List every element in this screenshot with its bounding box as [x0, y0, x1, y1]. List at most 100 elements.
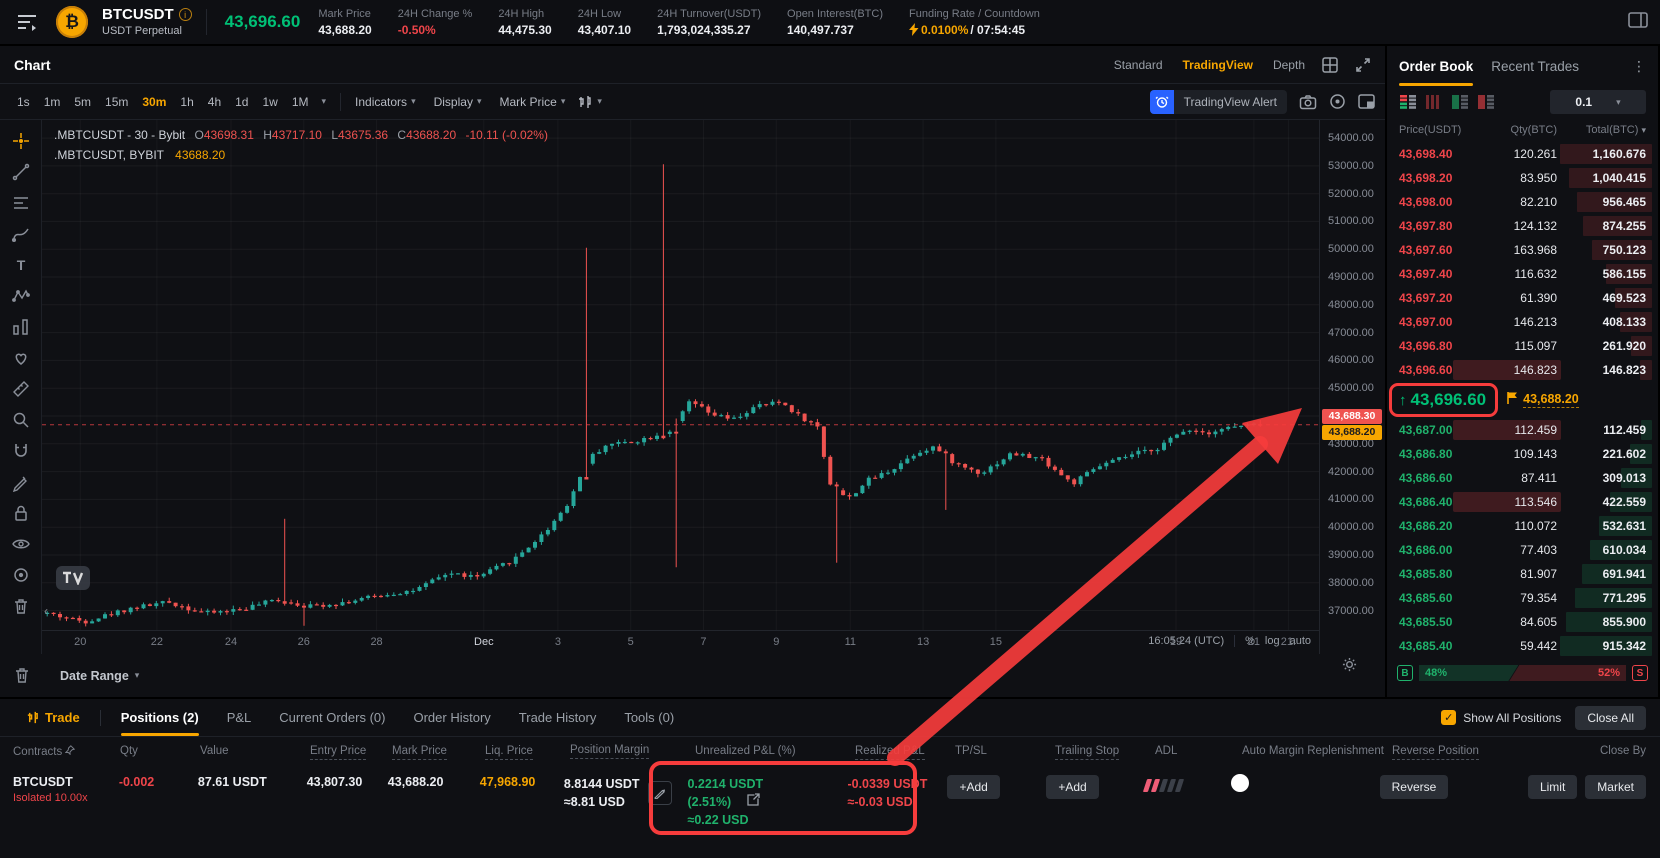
view-tab-tradingview[interactable]: TradingView: [1182, 57, 1253, 72]
ob-price[interactable]: 43,686.60: [1399, 471, 1453, 485]
ob-price[interactable]: 43,697.00: [1399, 315, 1453, 329]
fullscreen-expand-icon[interactable]: [1355, 57, 1371, 73]
forecast-icon[interactable]: [5, 312, 37, 342]
lock-icon[interactable]: [5, 498, 37, 528]
legend-symbol[interactable]: .MBTCUSDT - 30 - Bybit: [54, 128, 186, 142]
timeframe-5m[interactable]: 5m: [74, 94, 92, 109]
status-log[interactable]: log: [1264, 635, 1280, 647]
tab-positions-2-[interactable]: Positions (2): [109, 699, 211, 736]
text-icon[interactable]: T: [5, 250, 37, 280]
axis-settings-gear-icon[interactable]: [1342, 657, 1357, 677]
close-all-button[interactable]: Close All: [1575, 705, 1646, 730]
ob-price[interactable]: 43,686.40: [1399, 495, 1453, 509]
book-mode-both-icon[interactable]: [1399, 94, 1417, 110]
col-total[interactable]: Total(BTC) ▾: [1585, 124, 1646, 136]
main-menu-icon[interactable]: [12, 13, 42, 31]
ob-price[interactable]: 43,697.60: [1399, 243, 1453, 257]
symbol-name[interactable]: BTCUSDT: [102, 6, 174, 24]
eye-icon[interactable]: [5, 529, 37, 559]
timeframe-1M[interactable]: 1M: [291, 94, 309, 109]
tradingview-alert-button[interactable]: TradingView Alert: [1149, 89, 1287, 114]
ob-price[interactable]: 43,685.50: [1399, 615, 1453, 629]
view-tab-standard[interactable]: Standard: [1113, 57, 1163, 72]
share-pnl-icon[interactable]: [747, 793, 760, 811]
menu-mark-price[interactable]: Mark Price ▾: [499, 94, 566, 109]
tab-trade-history[interactable]: Trade History: [518, 710, 597, 725]
position-leverage[interactable]: Isolated 10.00x: [13, 792, 88, 804]
order-book-ask-row[interactable]: 43,697.00 146.213 408.133: [1387, 310, 1658, 334]
tab-order-history[interactable]: Order History: [413, 710, 491, 725]
trash-icon[interactable]: [14, 667, 30, 684]
show-all-positions-checkbox[interactable]: ✓ Show All Positions: [1441, 710, 1561, 725]
view-tab-depth[interactable]: Depth: [1272, 57, 1305, 72]
timeframe-4h[interactable]: 4h: [207, 94, 222, 109]
order-book-bid-row[interactable]: 43,685.50 84.605 855.900: [1387, 610, 1658, 634]
magnet-icon[interactable]: [5, 436, 37, 466]
ob-price[interactable]: 43,698.40: [1399, 147, 1453, 161]
edit-icon[interactable]: [5, 467, 37, 497]
timeframe-15m[interactable]: 15m: [105, 94, 129, 109]
camera-snapshot-icon[interactable]: [1299, 94, 1317, 110]
ob-price[interactable]: 43,686.00: [1399, 543, 1453, 557]
order-book-bid-row[interactable]: 43,685.80 81.907 691.941: [1387, 562, 1658, 586]
brush-icon[interactable]: [5, 219, 37, 249]
timeframe-1s[interactable]: 1s: [17, 94, 30, 109]
ob-price[interactable]: 43,697.80: [1399, 219, 1453, 233]
ob-tab-order-book[interactable]: Order Book: [1399, 46, 1474, 86]
kebab-menu-icon[interactable]: ⋮: [1632, 57, 1646, 74]
legend-overlay-symbol[interactable]: .MBTCUSDT, BYBIT: [54, 148, 164, 162]
scroll-left-button[interactable]: ‹: [44, 604, 48, 618]
crosshair-icon[interactable]: [5, 126, 37, 156]
timeframe-1w[interactable]: 1w: [262, 94, 278, 109]
tab-p-l[interactable]: P&L: [226, 710, 252, 725]
book-mode-asks-icon[interactable]: [1477, 94, 1495, 110]
order-book-bid-row[interactable]: 43,686.80 109.143 221.602: [1387, 442, 1658, 466]
ob-price[interactable]: 43,696.80: [1399, 339, 1453, 353]
ob-price[interactable]: 43,685.60: [1399, 591, 1453, 605]
close-limit-button[interactable]: Limit: [1527, 775, 1578, 799]
trend-line-icon[interactable]: [5, 157, 37, 187]
chart-type-select[interactable]: ▾: [571, 90, 608, 114]
right-panel-toggle-icon[interactable]: [1628, 11, 1648, 33]
order-book-ask-row[interactable]: 43,696.80 115.097 261.920: [1387, 334, 1658, 358]
order-book-bid-row[interactable]: 43,687.00 112.459 112.459: [1387, 418, 1658, 442]
ob-price[interactable]: 43,685.80: [1399, 567, 1453, 581]
layout-panels-icon[interactable]: [1358, 94, 1375, 109]
timeframe-30m[interactable]: 30m: [142, 94, 167, 109]
tab-trade[interactable]: Trade: [14, 699, 92, 736]
timeframe-1h[interactable]: 1h: [180, 94, 194, 109]
tick-size-select[interactable]: 0.1 ▾: [1550, 90, 1646, 114]
measure-icon[interactable]: [5, 374, 37, 404]
ob-price[interactable]: 43,685.40: [1399, 639, 1453, 653]
tab-tools-0-[interactable]: Tools (0): [624, 710, 675, 725]
menu-display[interactable]: Display ▾: [433, 94, 482, 109]
candlestick-chart[interactable]: [42, 120, 1319, 630]
trash-icon[interactable]: [5, 591, 37, 621]
xabcd-pattern-icon[interactable]: [5, 281, 37, 311]
order-book-bid-row[interactable]: 43,686.40 113.546 422.559: [1387, 490, 1658, 514]
target-icon[interactable]: [1329, 93, 1346, 110]
grid-layout-icon[interactable]: [1321, 56, 1339, 74]
fib-retracement-icon[interactable]: [5, 188, 37, 218]
date-range-dropdown[interactable]: Date Range ▾: [60, 668, 140, 683]
book-mode-bids-icon[interactable]: [1451, 94, 1469, 110]
order-book-ask-row[interactable]: 43,698.00 82.210 956.465: [1387, 190, 1658, 214]
time-axis[interactable]: 16:05:24 (UTC) % log auto 20 22 24 26 28 Dec 3 5 7…: [42, 630, 1319, 654]
order-book-bid-row[interactable]: 43,686.00 77.403 610.034: [1387, 538, 1658, 562]
timeframe-1d[interactable]: 1d: [235, 94, 249, 109]
order-book-ask-row[interactable]: 43,696.60 146.823 146.823: [1387, 358, 1658, 382]
ob-price[interactable]: 43,698.00: [1399, 195, 1453, 209]
order-book-bid-row[interactable]: 43,686.20 110.072 532.631: [1387, 514, 1658, 538]
target-icon[interactable]: [5, 560, 37, 590]
tpsl-add-button[interactable]: +Add: [947, 775, 1000, 799]
zoom-icon[interactable]: [5, 405, 37, 435]
order-book-ask-row[interactable]: 43,697.60 163.968 750.123: [1387, 238, 1658, 262]
order-book-ask-row[interactable]: 43,697.20 61.390 469.523: [1387, 286, 1658, 310]
price-axis[interactable]: 54000.00 53000.00 52000.00 51000.00 50000.00…: [1319, 120, 1385, 672]
edit-margin-button[interactable]: [647, 781, 672, 806]
order-book-mark-price[interactable]: 43,688.20: [1523, 392, 1579, 408]
order-book-ask-row[interactable]: 43,698.20 83.950 1,040.415: [1387, 166, 1658, 190]
ob-price[interactable]: 43,686.80: [1399, 447, 1453, 461]
pin-icon[interactable]: [65, 744, 76, 755]
ob-price[interactable]: 43,697.40: [1399, 267, 1453, 281]
